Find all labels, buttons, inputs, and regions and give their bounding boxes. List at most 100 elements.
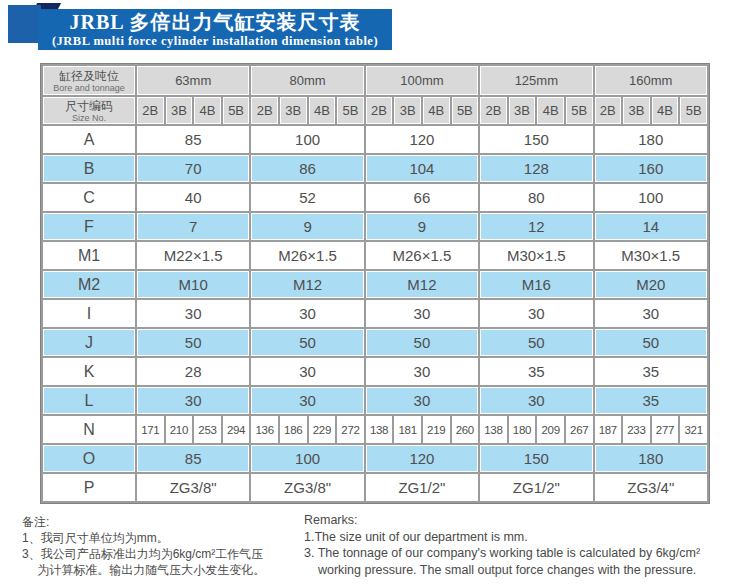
- size-code-header: 5B: [680, 97, 707, 124]
- row-label: A: [43, 126, 135, 153]
- dimension-cell: M26×1.5: [366, 242, 478, 269]
- size-code-header: 2B: [366, 97, 393, 124]
- corner-header-bore-en: Bore and tonnage: [44, 83, 134, 93]
- dimension-cell: 138: [480, 416, 507, 443]
- table-row: C40526680100: [43, 184, 707, 211]
- size-code-header: 3B: [280, 97, 307, 124]
- dimension-cell: 181: [394, 416, 421, 443]
- size-code-header: 3B: [509, 97, 536, 124]
- dimension-cell: 171: [137, 416, 164, 443]
- dimension-cell: 35: [595, 387, 708, 414]
- dimension-cell: 160: [595, 155, 708, 182]
- dimension-cell: 35: [595, 358, 708, 385]
- dimension-cell: 100: [595, 184, 708, 211]
- table-row: N171210253294136186229272138181219260138…: [43, 416, 707, 443]
- dimension-cell: 100: [251, 126, 363, 153]
- dimension-cell: 66: [366, 184, 478, 211]
- remark-line-zh: 1、我司尺寸单位均为mm。: [22, 530, 265, 546]
- dimension-cell: 80: [480, 184, 592, 211]
- dimension-cell: 7: [137, 213, 249, 240]
- dimension-cell: 294: [223, 416, 250, 443]
- dimension-cell: 120: [366, 126, 478, 153]
- bore-size-header: 80mm: [251, 66, 363, 95]
- size-code-header: 5B: [337, 97, 364, 124]
- dimension-cell: 186: [280, 416, 307, 443]
- dimension-cell: 180: [509, 416, 536, 443]
- dimension-cell: 50: [366, 329, 478, 356]
- row-label: C: [43, 184, 135, 211]
- table-row: J5050505050: [43, 329, 707, 356]
- corner-header-sizeno: 尺寸编码 Size No.: [43, 97, 135, 124]
- dimension-cell: 35: [480, 358, 592, 385]
- size-code-header: 3B: [166, 97, 193, 124]
- remark-line-zh: 3、我公司产品标准出力均为6kg/cm²工作气压: [22, 546, 265, 562]
- row-label: P: [43, 474, 135, 501]
- page-title-banner: JRBL 多倍出力气缸安装尺寸表 (JRBL multi force cylin…: [38, 9, 392, 50]
- dimension-cell: 30: [366, 387, 478, 414]
- dimension-cell: 267: [566, 416, 593, 443]
- table-row: A85100120150180: [43, 126, 707, 153]
- remark-line-en: 3. The tonnage of our company's working …: [304, 545, 700, 562]
- bore-size-header: 63mm: [137, 66, 249, 95]
- ribbon-square-decoration: [8, 5, 41, 43]
- dimension-cell: 180: [595, 126, 708, 153]
- size-code-header: 2B: [480, 97, 507, 124]
- row-label: M1: [43, 242, 135, 269]
- dimension-cell: 9: [251, 213, 363, 240]
- dimension-cell: 50: [251, 329, 363, 356]
- dimension-cell: 30: [480, 387, 592, 414]
- remark-line-en: 1.The size unit of our department is mm.: [304, 529, 700, 546]
- table-row: I3030303030: [43, 300, 707, 327]
- dimension-cell: 219: [423, 416, 450, 443]
- table-row: F7991214: [43, 213, 707, 240]
- dimension-cell: 128: [480, 155, 592, 182]
- page-title-english: (JRBL multi force cylinder installation …: [38, 35, 392, 48]
- size-code-header: 4B: [194, 97, 221, 124]
- size-code-header: 3B: [623, 97, 650, 124]
- table-row: PZG3/8"ZG3/8"ZG1/2"ZG1/2"ZG3/4": [43, 474, 707, 501]
- dimension-cell: M12: [251, 271, 363, 298]
- size-code-header: 2B: [137, 97, 164, 124]
- dimension-cell: M30×1.5: [480, 242, 592, 269]
- dimension-cell: M16: [480, 271, 592, 298]
- dimension-cell: 138: [366, 416, 393, 443]
- dimension-cell: 104: [366, 155, 478, 182]
- remarks-english: Remarks:1.The size unit of our departmen…: [304, 512, 700, 578]
- corner-header-bore-zh: 缸径及吨位: [44, 69, 134, 83]
- dimension-cell: 30: [366, 300, 478, 327]
- table-row: M1M22×1.5M26×1.5M26×1.5M30×1.5M30×1.5: [43, 242, 707, 269]
- size-code-header: 2B: [251, 97, 278, 124]
- remark-line-zh: 为计算标准。输出力随气压大小发生变化。: [22, 562, 265, 578]
- row-label: J: [43, 329, 135, 356]
- table-row: K2830303535: [43, 358, 707, 385]
- dimension-cell: 30: [480, 300, 592, 327]
- remark-line-zh: 备注:: [22, 514, 265, 530]
- table-row: M2M10M12M12M16M20: [43, 271, 707, 298]
- dimension-cell: ZG1/2": [480, 474, 592, 501]
- dimension-cell: ZG3/8": [251, 474, 363, 501]
- dimension-cell: M20: [595, 271, 708, 298]
- row-label: L: [43, 387, 135, 414]
- dimension-cell: 12: [480, 213, 592, 240]
- dimension-cell: M10: [137, 271, 249, 298]
- size-code-header: 5B: [566, 97, 593, 124]
- dimension-cell: M26×1.5: [251, 242, 363, 269]
- page-title-chinese: JRBL 多倍出力气缸安装尺寸表: [38, 10, 392, 35]
- dimension-cell: 233: [623, 416, 650, 443]
- dimension-cell: 70: [137, 155, 249, 182]
- dimension-cell: 40: [137, 184, 249, 211]
- remark-line-en: working pressure. The small output force…: [304, 562, 700, 579]
- size-code-header: 4B: [309, 97, 336, 124]
- dimension-cell: 100: [251, 445, 363, 472]
- bore-size-header: 125mm: [480, 66, 592, 95]
- dimension-cell: 50: [137, 329, 249, 356]
- dimension-cell: 9: [366, 213, 478, 240]
- bore-size-header: 100mm: [366, 66, 478, 95]
- dimension-cell: 50: [480, 329, 592, 356]
- corner-header-bore: 缸径及吨位 Bore and tonnage: [43, 66, 135, 95]
- dimension-cell: ZG3/8": [137, 474, 249, 501]
- dimension-cell: 209: [537, 416, 564, 443]
- corner-header-sizeno-zh: 尺寸编码: [44, 99, 134, 113]
- dimension-cell: ZG1/2": [366, 474, 478, 501]
- dimension-cell: 321: [680, 416, 707, 443]
